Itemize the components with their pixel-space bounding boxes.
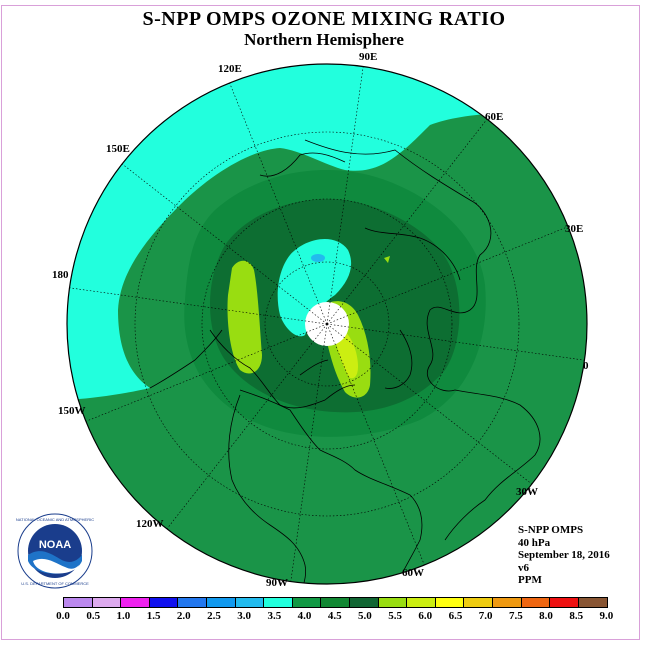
coastlines bbox=[149, 139, 541, 584]
lon-label-90e: 90E bbox=[359, 51, 378, 63]
meridian-line bbox=[229, 82, 328, 325]
colorbar-tick-label: 0.5 bbox=[86, 610, 101, 622]
graticule bbox=[69, 66, 585, 582]
lon-label-120e: 120E bbox=[218, 63, 242, 75]
meridian-line bbox=[326, 66, 364, 325]
colorbar-tick-label: 1.5 bbox=[146, 610, 161, 622]
colorbar-tick-label: 6.0 bbox=[418, 610, 433, 622]
info-level: 40 hPa bbox=[518, 536, 551, 549]
ozone-field-3.5-4 bbox=[67, 64, 587, 400]
colorbar-swatch bbox=[264, 598, 293, 607]
lon-label-0: 0 bbox=[583, 360, 589, 372]
colorbar-tick-label: 1.0 bbox=[116, 610, 131, 622]
colorbar-tick-label: 5.0 bbox=[358, 610, 372, 622]
lon-label-150w: 150W bbox=[58, 405, 86, 417]
colorbar-swatch bbox=[64, 598, 93, 607]
colorbar-tick-label: 2.5 bbox=[207, 610, 221, 622]
meridian-line bbox=[326, 118, 488, 325]
colorbar-swatch bbox=[492, 598, 522, 607]
meridian-line bbox=[326, 323, 533, 485]
info-date: September 18, 2016 bbox=[518, 549, 610, 561]
svg-text:U.S. DEPARTMENT OF COMMERCE: U.S. DEPARTMENT OF COMMERCE bbox=[21, 581, 89, 586]
meridian-line bbox=[85, 323, 328, 422]
map-title: S-NPP OMPS OZONE MIXING RATIO bbox=[142, 8, 506, 30]
meridian-line bbox=[290, 323, 328, 582]
map-subtitle: Northern Hemisphere bbox=[244, 30, 404, 49]
meridian-line bbox=[166, 323, 328, 530]
ozone-field-3.5-4-polar bbox=[277, 239, 352, 337]
product-info: S-NPP OMPS 40 hPa September 18, 2016 v6 … bbox=[518, 524, 610, 587]
colorbar-tick-label: 8.0 bbox=[539, 610, 553, 622]
colorbar-tick-label: 2.0 bbox=[176, 610, 191, 622]
colorbar-swatch bbox=[321, 598, 350, 607]
lon-label-60e: 60E bbox=[485, 111, 504, 123]
colorbar-tick-label: 3.5 bbox=[267, 610, 282, 622]
ozone-field-5.5-6-c bbox=[384, 256, 390, 263]
colorbar-swatch bbox=[206, 598, 236, 607]
colorbar-tick-label: 7.0 bbox=[478, 610, 493, 622]
colorbar-tick-label: 5.5 bbox=[388, 610, 402, 622]
lon-label-90w: 90W bbox=[266, 577, 288, 589]
colorbar-tick-label: 7.5 bbox=[508, 610, 523, 622]
meridian-line bbox=[326, 323, 425, 566]
figure-border bbox=[1, 5, 640, 640]
colorbar-swatch bbox=[292, 598, 322, 607]
colorbar-tick-label: 4.0 bbox=[297, 610, 312, 622]
lon-label-30w: 30W bbox=[516, 486, 538, 498]
meridian-line bbox=[121, 163, 328, 325]
colorbar-tick-label: 8.5 bbox=[569, 610, 584, 622]
info-instrument: S-NPP OMPS bbox=[518, 524, 584, 536]
lon-label-150e: 150E bbox=[106, 143, 130, 155]
info-version: v6 bbox=[518, 561, 529, 574]
lon-label-60w: 60W bbox=[402, 567, 424, 579]
colorbar-tick-label: 9.0 bbox=[599, 610, 614, 622]
colorbar-swatch bbox=[121, 598, 150, 607]
lon-label-30e: 30E bbox=[565, 223, 584, 235]
info-units: PPM bbox=[518, 574, 542, 586]
lon-label-120w: 120W bbox=[136, 518, 164, 530]
colorbar-swatch bbox=[235, 598, 265, 607]
ozone-field-3-3.5-polar bbox=[311, 254, 325, 262]
colorbar-swatch bbox=[521, 598, 551, 607]
colorbar-swatch bbox=[92, 598, 122, 607]
svg-text:NATIONAL OCEANIC AND ATMOSPHER: NATIONAL OCEANIC AND ATMOSPHERIC bbox=[16, 517, 94, 522]
colorbar-tick-label: 0.0 bbox=[56, 610, 70, 622]
colorbar-swatch bbox=[407, 598, 436, 607]
colorbar-tick-label: 3.0 bbox=[237, 610, 251, 622]
colorbar-swatch bbox=[178, 598, 207, 607]
ozone-field-5.5-6-a bbox=[227, 260, 262, 374]
lon-label-180: 180 bbox=[52, 269, 69, 281]
colorbar-swatch bbox=[378, 598, 408, 607]
colorbar-swatch bbox=[550, 598, 579, 607]
map-outline bbox=[66, 63, 588, 585]
colorbar-swatch bbox=[349, 598, 379, 607]
colorbar-swatch bbox=[149, 598, 179, 607]
meridian-line bbox=[326, 323, 585, 361]
colorbar-swatch bbox=[464, 598, 493, 607]
colorbar-tick-label: 6.5 bbox=[448, 610, 463, 622]
colorbar-swatch bbox=[435, 598, 465, 607]
colorbar-swatch bbox=[578, 598, 608, 607]
ozone-field-6-6.5 bbox=[336, 329, 358, 379]
noaa-logo: NOAA NATIONAL OCEANIC AND ATMOSPHERIC U.… bbox=[16, 513, 94, 589]
meridian-line bbox=[69, 287, 328, 325]
colorbar-tick-label: 4.5 bbox=[327, 610, 342, 622]
meridian-line bbox=[326, 226, 569, 325]
noaa-logo-text: NOAA bbox=[39, 539, 71, 551]
colorbar bbox=[63, 597, 609, 608]
